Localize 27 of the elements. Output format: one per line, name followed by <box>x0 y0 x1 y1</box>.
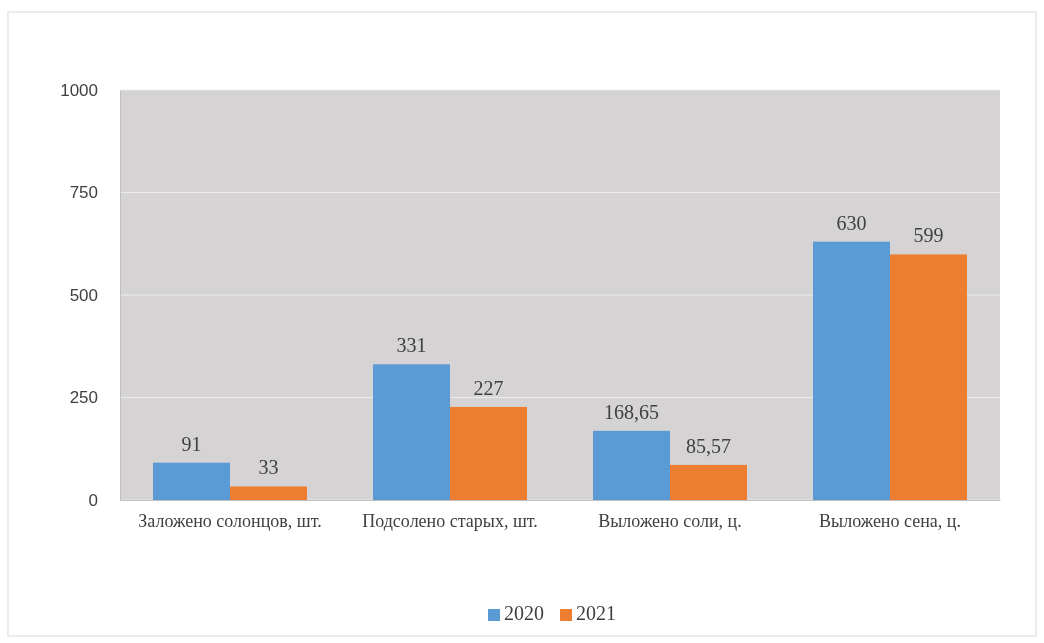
legend-label: 2021 <box>576 602 616 624</box>
x-tick-label: Подсолено старых, шт. <box>362 510 538 531</box>
bar <box>373 364 450 500</box>
y-tick-label: 0 <box>88 490 98 510</box>
bar <box>670 464 747 500</box>
data-label: 227 <box>473 376 504 399</box>
data-label: 33 <box>258 456 279 479</box>
data-label: 599 <box>913 224 944 247</box>
y-tick-label: 750 <box>69 183 98 203</box>
y-tick-label: 250 <box>69 388 98 408</box>
bar <box>153 462 230 500</box>
y-tick-label: 1000 <box>60 80 98 100</box>
bar <box>890 254 967 500</box>
legend-label: 2020 <box>504 602 544 624</box>
data-label: 85,57 <box>686 434 731 457</box>
data-label: 168,65 <box>604 400 659 423</box>
data-label: 331 <box>396 334 427 357</box>
y-tick-label: 500 <box>69 285 98 305</box>
bar <box>813 241 890 500</box>
data-label: 91 <box>181 432 202 455</box>
bar <box>450 406 527 500</box>
x-tick-label: Заложено солонцов, шт. <box>138 510 322 531</box>
x-tick-label: Выложено сена, ц. <box>819 510 961 531</box>
x-tick-label: Выложено соли, ц. <box>598 510 742 531</box>
bar <box>593 430 670 500</box>
data-label: 630 <box>836 211 867 234</box>
bar <box>230 486 307 500</box>
